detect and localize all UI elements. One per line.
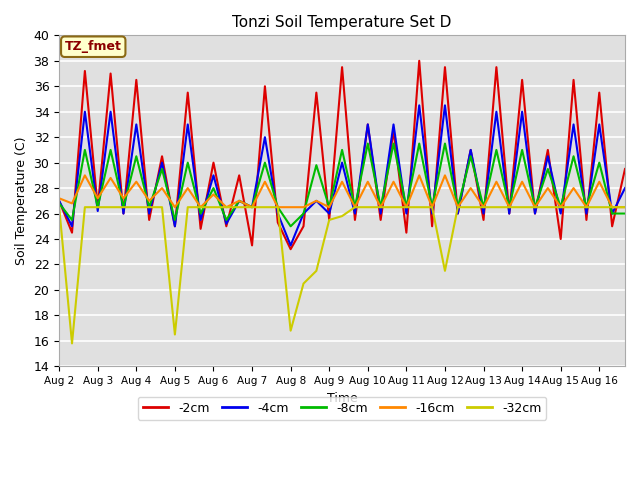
Y-axis label: Soil Temperature (C): Soil Temperature (C) bbox=[15, 137, 28, 265]
Legend: -2cm, -4cm, -8cm, -16cm, -32cm: -2cm, -4cm, -8cm, -16cm, -32cm bbox=[138, 396, 547, 420]
Text: TZ_fmet: TZ_fmet bbox=[65, 40, 122, 53]
Title: Tonzi Soil Temperature Set D: Tonzi Soil Temperature Set D bbox=[232, 15, 452, 30]
X-axis label: Time: Time bbox=[326, 392, 358, 405]
